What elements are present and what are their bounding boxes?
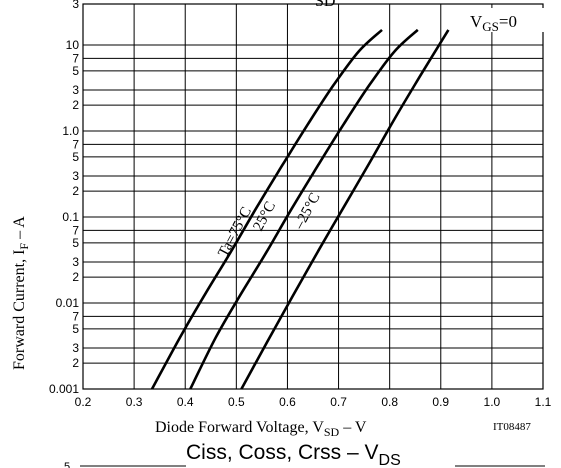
x-tick-label: 0.2 bbox=[75, 395, 92, 409]
curve-minus25c bbox=[240, 29, 450, 390]
y-tick-label: 2 bbox=[72, 356, 79, 370]
y-tick-label: 0.001 bbox=[49, 382, 79, 396]
condition-label: VGS=0 bbox=[470, 12, 517, 34]
y-axis-label: Forward Current, IF – A bbox=[11, 216, 31, 370]
x-tick-label: 1.0 bbox=[484, 395, 501, 409]
top-title-fragment: SD bbox=[315, 0, 335, 10]
y-tick-label: 3 bbox=[72, 169, 79, 183]
x-tick-label: 0.8 bbox=[381, 395, 398, 409]
x-tick-label: 0.6 bbox=[279, 395, 296, 409]
y-tick-label: 5 bbox=[72, 150, 79, 164]
y-tick-label: 5 bbox=[72, 322, 79, 336]
next-chart-tick: 5 bbox=[64, 461, 70, 468]
x-tick-label: 1.1 bbox=[535, 395, 552, 409]
y-tick-label: 1.0 bbox=[62, 124, 79, 138]
y-tick-label: 3 bbox=[72, 255, 79, 269]
curve-ta-75c bbox=[150, 28, 383, 390]
y-tick-label: 7 bbox=[72, 223, 79, 237]
y-tick-label: 2 bbox=[72, 98, 79, 112]
curves bbox=[150, 28, 450, 390]
x-tick-labels: 0.2 0.3 0.4 0.5 0.6 0.7 0.8 0.9 1.0 1.1 bbox=[75, 395, 552, 409]
x-tick-label: 0.4 bbox=[177, 395, 194, 409]
series-label-75c: Ta=75°C bbox=[215, 204, 255, 259]
x-tick-label: 0.5 bbox=[228, 395, 245, 409]
series-label-25c: 25°C bbox=[250, 199, 279, 234]
y-tick-label: 7 bbox=[72, 309, 79, 323]
y-tick-label: 7 bbox=[72, 137, 79, 151]
condition-label-bg bbox=[466, 8, 546, 32]
y-tick-label: 10 bbox=[66, 38, 80, 52]
y-tick-label: 3 bbox=[72, 83, 79, 97]
y-tick-label: 0.01 bbox=[56, 296, 80, 310]
y-tick-label: 3 bbox=[72, 0, 79, 11]
x-tick-label: 0.9 bbox=[432, 395, 449, 409]
y-tick-label: 0.1 bbox=[62, 210, 79, 224]
y-tick-label: 5 bbox=[72, 236, 79, 250]
curve-25c bbox=[189, 28, 419, 390]
y-tick-label: 2 bbox=[72, 184, 79, 198]
y-tick-label: 3 bbox=[72, 341, 79, 355]
y-tick-label: 5 bbox=[72, 64, 79, 78]
series-label-minus25c: –25°C bbox=[291, 190, 324, 232]
y-tick-label: 7 bbox=[72, 51, 79, 65]
next-chart-title: Ciss, Coss, Crss – VDS bbox=[186, 441, 401, 468]
figure-id: IT08487 bbox=[493, 421, 531, 433]
x-tick-label: 0.7 bbox=[330, 395, 347, 409]
x-axis-label: Diode Forward Voltage, VSD – V bbox=[155, 419, 367, 439]
x-tick-label: 0.3 bbox=[126, 395, 143, 409]
y-tick-label: 2 bbox=[72, 270, 79, 284]
plot-frame bbox=[82, 3, 544, 390]
